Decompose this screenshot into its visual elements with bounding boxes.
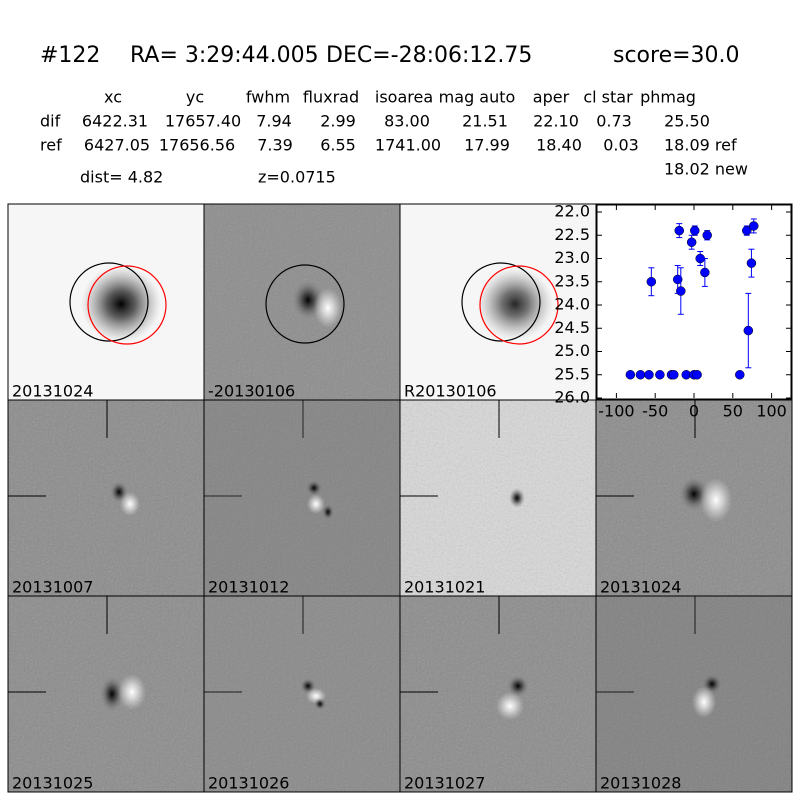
table-cell: 1741.00 [375,136,441,155]
ra: RA= 3:29:44.005 [130,43,319,68]
y-tick-label: 24.0 [554,295,590,314]
table-cell: 7.39 [257,136,293,155]
point [646,277,657,287]
table-cell: 0.73 [596,112,632,131]
y-tick-label: 26.0 [554,388,590,407]
point [676,286,686,296]
table-cell: 0.03 [603,136,639,155]
point [674,225,685,236]
dec: DEC=-28:06:12.75 [326,43,532,68]
stamp-label: 20131007 [12,578,93,597]
point [692,370,702,380]
column-header: phmag [640,88,696,107]
x-tick-label: 0 [689,402,699,421]
y-tick-label: 25.5 [554,364,590,383]
stamp-label: 20131024 [12,382,93,401]
point [702,230,712,240]
stamp [400,204,596,400]
column-header: fwhm [246,88,290,107]
column-header: isoarea [375,88,433,107]
column-header: cl star [583,88,633,107]
point [635,370,646,380]
stamp-label: 20131026 [208,774,289,793]
table-cell: 25.50 [664,112,710,131]
info-table: xc yc fwhm fluxrad isoarea mag auto aper cl sta… [40,88,737,155]
point [672,274,683,285]
table-cell: 7.94 [256,112,292,131]
stamp [400,596,596,792]
redshift: z=0.0715 [258,168,336,187]
row-label: ref [40,136,62,155]
stamp [596,596,792,792]
plot-background [597,205,791,399]
stamp-label: -20130106 [208,382,295,401]
stamp [400,400,596,596]
x-tick-label: 50 [723,402,743,421]
stamp [204,400,400,596]
y-tick-label: 25.0 [554,341,590,360]
stamp [204,204,400,400]
stamp [596,400,792,596]
point [686,237,697,247]
x-tick-label: -100 [598,402,634,421]
plot: 22.0 22.5 23.0 23.5 24.0 24.5 25.0 25.5 26.0 -100… [554,202,792,421]
column-header: mag auto [439,88,516,107]
point [746,258,757,268]
stamp-label: 20131012 [208,578,289,597]
y-tick-label: 22.5 [554,225,590,244]
stamp-label: R20130106 [404,382,497,401]
plot-frame [596,204,792,400]
stamp [204,596,400,792]
table-cell: 17.99 [464,136,510,155]
table-cell: 6427.05 [84,136,150,155]
table-cell: 6.55 [320,136,356,155]
dist: dist= 4.82 [80,168,163,187]
column-header: aper [533,88,570,107]
stamp-label: 20131027 [404,774,485,793]
table-cell: 18.40 [536,136,582,155]
point [669,370,679,380]
y-tick-label: 23.5 [554,271,590,290]
column-header: fluxrad [303,88,359,107]
x-tick-label: -50 [642,402,668,421]
point [743,325,754,336]
stamp [8,596,204,792]
stamp-labels: 20131024 -20130106 R20130106 20131007 201310… [12,382,681,793]
point [742,225,752,236]
column-header: xc [104,88,122,107]
point [700,267,710,278]
table-cell: 6422.31 [82,112,148,131]
table-cell: 21.51 [462,112,508,131]
table-cell: 83.00 [384,112,430,131]
x-tick-label: 100 [756,402,787,421]
point [655,370,665,380]
stamp [8,204,204,400]
table-cell: 22.10 [533,112,579,131]
point [735,370,745,380]
point [690,225,700,236]
stamp-label: 20131025 [12,774,93,793]
table-cell: 17657.40 [165,112,241,131]
table-cell: 2.99 [320,112,356,131]
object-id: #122 [40,43,100,68]
stamp-label: 20131021 [404,578,485,597]
stamp-label: 20131024 [600,578,681,597]
point [625,370,636,380]
table-cell: 18.09 ref [664,136,737,155]
point [644,370,654,380]
score: score=30.0 [613,43,740,68]
y-tick-label: 22.0 [554,202,590,221]
stamp-label: 20131028 [600,774,681,793]
y-tick-label: 24.5 [554,318,590,337]
y-tick-label: 23.0 [554,248,590,267]
phmag-new: 18.02 new [664,160,748,179]
stamp [8,400,204,596]
panel-frame [7,203,793,793]
point [749,221,759,231]
column-header: yc [186,88,204,107]
table-cell: 17656.56 [159,136,235,155]
row-label: dif [40,112,61,131]
